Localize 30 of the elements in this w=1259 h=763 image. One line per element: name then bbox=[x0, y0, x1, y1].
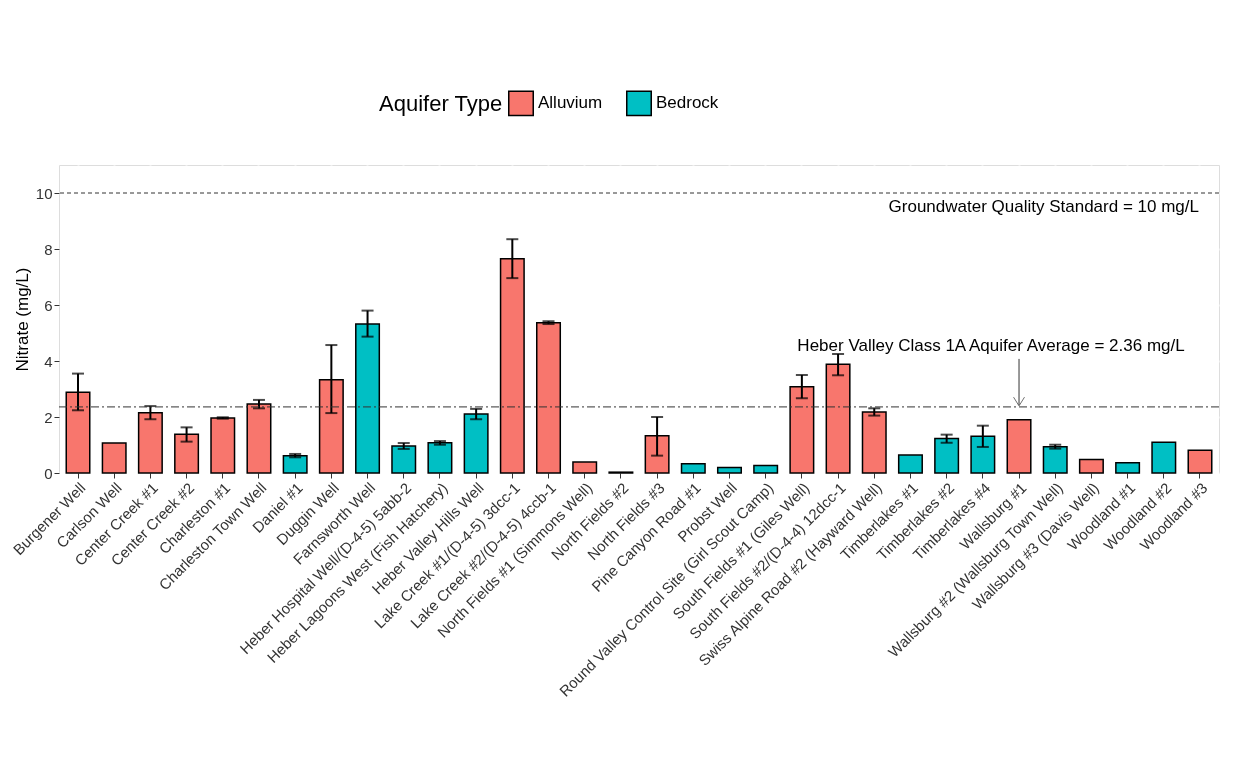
bar bbox=[427, 442, 453, 474]
y-tick-label: 2 bbox=[44, 408, 53, 426]
bar bbox=[572, 461, 598, 474]
legend-label: Bedrock bbox=[656, 93, 719, 113]
y-tick-label: 6 bbox=[44, 296, 53, 314]
bar bbox=[1187, 449, 1213, 474]
annotation: Heber Valley Class 1A Aquifer Average = 2.36 mg/L bbox=[797, 335, 1185, 355]
ref-line-label: Groundwater Quality Standard = 10 mg/L bbox=[888, 197, 1199, 216]
bar bbox=[1006, 419, 1032, 474]
y-axis-title: Nitrate (mg/L) bbox=[12, 267, 32, 372]
y-tick-label: 8 bbox=[44, 240, 53, 258]
y-tick-label: 0 bbox=[44, 464, 53, 482]
bar bbox=[246, 403, 272, 474]
bar bbox=[753, 464, 779, 474]
y-tick-label: 4 bbox=[44, 352, 53, 370]
bar bbox=[463, 413, 489, 474]
y-tick-label: 10 bbox=[35, 184, 53, 202]
bar bbox=[536, 321, 562, 474]
bar bbox=[1042, 445, 1068, 474]
legend-label: Alluvium bbox=[538, 93, 603, 113]
bar bbox=[1078, 458, 1104, 474]
bar bbox=[1151, 441, 1177, 474]
bar bbox=[210, 417, 236, 474]
bar bbox=[282, 454, 308, 474]
legend-title: Aquifer Type bbox=[379, 91, 503, 116]
bar bbox=[1115, 461, 1141, 474]
bar bbox=[101, 442, 127, 474]
bar bbox=[716, 466, 742, 474]
bar bbox=[680, 463, 706, 474]
bar bbox=[897, 454, 923, 474]
